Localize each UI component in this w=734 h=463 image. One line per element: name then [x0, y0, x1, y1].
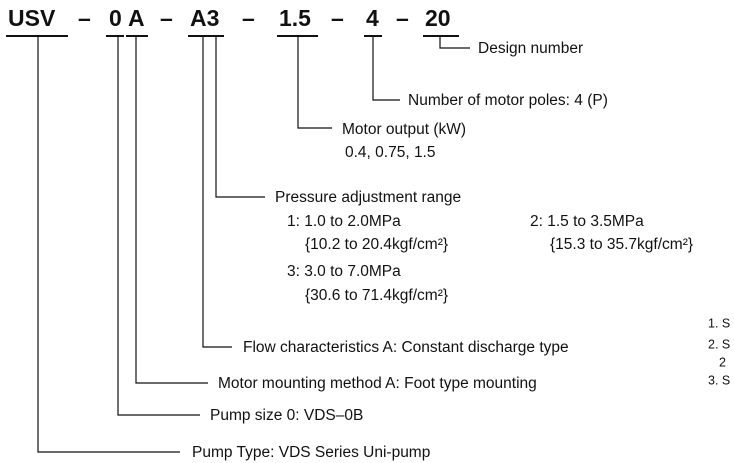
pressure-range: 1: 1.0 to 2.0MPa — [287, 213, 401, 230]
pressure-range: 3: 3.0 to 7.0MPa — [287, 263, 401, 280]
type-label: Pump Type: VDS Series Uni-pump — [192, 444, 430, 461]
separator: – — [396, 5, 409, 31]
side-note: 3. S — [708, 373, 730, 387]
separator: – — [160, 5, 173, 31]
side-note: 2 — [719, 355, 726, 369]
pressure-kgf: {30.6 to 71.4kgf/cm²} — [305, 287, 448, 304]
separator: – — [242, 5, 255, 31]
side-note: 2. S — [708, 337, 730, 351]
mounting-label: Motor mounting method A: Foot type mount… — [218, 375, 537, 392]
code-usv: USV — [8, 5, 56, 31]
pressure-kgf: {15.3 to 35.7kgf/cm²} — [550, 236, 693, 253]
size-label: Pump size 0: VDS–0B — [210, 407, 363, 424]
pressure-range: 2: 1.5 to 3.5MPa — [530, 213, 644, 230]
side-note: 1. S — [708, 316, 730, 330]
code-a3: A3 — [190, 5, 219, 31]
code-output: 1.5 — [279, 5, 311, 31]
pressure-title: Pressure adjustment range — [275, 189, 461, 206]
code-design: 20 — [425, 5, 451, 31]
separator: – — [331, 5, 344, 31]
poles-label: Number of motor poles: 4 (P) — [408, 92, 608, 109]
design-label: Design number — [478, 40, 583, 57]
pressure-kgf: {10.2 to 20.4kgf/cm²} — [305, 236, 448, 253]
code-size: 0 — [109, 5, 122, 31]
leader-lines — [37, 37, 470, 453]
code-poles: 4 — [366, 5, 379, 31]
code-mount: A — [128, 5, 145, 31]
output-values: 0.4, 0.75, 1.5 — [345, 144, 436, 161]
flow-label: Flow characteristics A: Constant dischar… — [243, 339, 569, 356]
output-title: Motor output (kW) — [342, 121, 466, 138]
separator: – — [78, 5, 91, 31]
